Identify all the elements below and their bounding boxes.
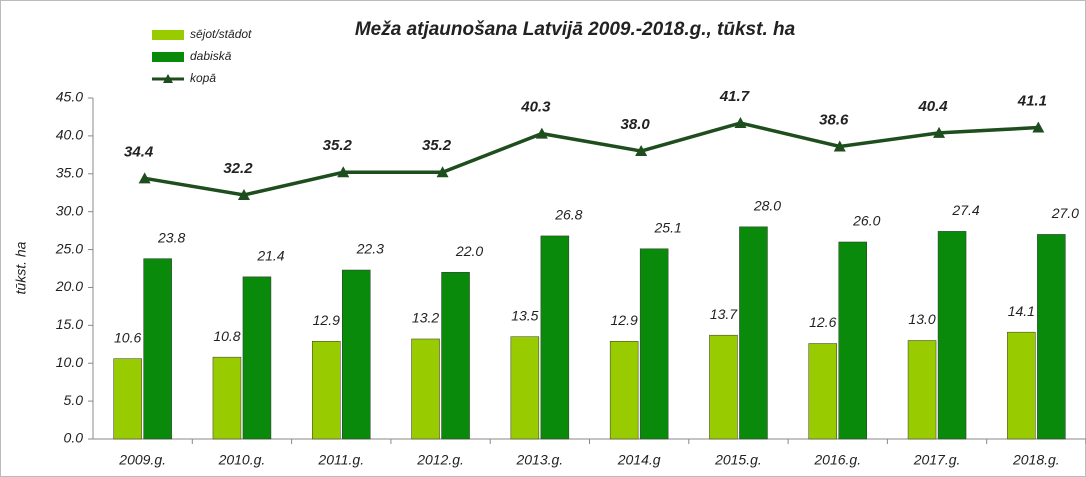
bar xyxy=(609,340,639,440)
y-tick-label: 15.0 xyxy=(56,316,83,332)
line-value-label: 35.2 xyxy=(422,137,452,154)
bar-value-label: 22.3 xyxy=(356,241,384,257)
bar xyxy=(838,241,867,440)
line-marker xyxy=(1032,121,1045,133)
bar-value-label: 12.6 xyxy=(809,314,836,330)
legend-swatch xyxy=(152,52,184,62)
line-value-label: 32.2 xyxy=(223,160,253,177)
bar xyxy=(1007,331,1036,440)
bar-value-label: 27.4 xyxy=(951,202,979,218)
y-tick-label: 25.0 xyxy=(55,240,83,256)
bar-value-label: 14.1 xyxy=(1008,303,1035,319)
x-tick-label: 2018.g. xyxy=(1012,452,1060,468)
line-marker xyxy=(734,117,747,129)
line-marker xyxy=(237,188,250,200)
bar-value-label: 12.9 xyxy=(313,312,340,328)
bar xyxy=(342,269,371,440)
legend-label: sējot/stādot xyxy=(190,27,252,41)
line-value-label: 34.4 xyxy=(124,143,154,160)
line-marker xyxy=(635,145,648,157)
line-marker xyxy=(833,140,846,152)
bar-value-label: 10.8 xyxy=(213,328,240,344)
bar-value-label: 28.0 xyxy=(753,198,781,214)
line-marker xyxy=(337,166,350,178)
y-tick-label: 30.0 xyxy=(56,202,83,218)
y-tick-label: 5.0 xyxy=(64,392,84,408)
line-value-label: 35.2 xyxy=(323,137,353,154)
legend-label: dabiskā xyxy=(190,49,232,63)
bar-value-label: 12.9 xyxy=(611,312,638,328)
line-marker xyxy=(138,172,151,184)
x-tick-label: 2012.g. xyxy=(416,452,464,468)
bar xyxy=(143,258,172,440)
y-tick-label: 10.0 xyxy=(56,354,83,370)
bar-value-label: 21.4 xyxy=(256,248,284,264)
x-tick-label: 2014.g xyxy=(617,452,661,468)
bar-value-label: 26.8 xyxy=(554,207,582,223)
line-marker xyxy=(535,127,548,139)
legend-marker xyxy=(163,74,173,83)
line-value-label: 38.0 xyxy=(621,116,651,133)
line-marker xyxy=(436,166,449,178)
bar xyxy=(639,248,669,440)
bar-value-label: 22.0 xyxy=(455,243,483,259)
y-axis-label: tūkst. ha xyxy=(13,241,29,294)
x-tick-label: 2013.g. xyxy=(515,452,563,468)
line xyxy=(144,121,1039,197)
bar xyxy=(212,356,242,440)
x-tick-label: 2011.g. xyxy=(317,452,364,468)
y-tick-label: 45.0 xyxy=(56,89,83,105)
bar xyxy=(242,276,272,440)
bar xyxy=(907,340,937,440)
bar-value-label: 13.2 xyxy=(412,310,439,326)
line-marker xyxy=(933,126,946,138)
y-tick-label: 0.0 xyxy=(64,430,84,446)
bar-value-label: 25.1 xyxy=(654,220,682,236)
bar xyxy=(312,340,341,440)
x-tick-label: 2016.g. xyxy=(813,452,861,468)
line-value-label: 41.1 xyxy=(1017,93,1047,110)
x-tick-label: 2017.g. xyxy=(913,452,961,468)
bar-value-label: 13.5 xyxy=(511,307,538,323)
bar xyxy=(709,334,738,440)
bar xyxy=(808,343,837,440)
bar xyxy=(411,338,440,440)
bar xyxy=(739,226,768,440)
x-tick-label: 2010.g. xyxy=(218,452,266,468)
bar xyxy=(510,336,540,440)
bar-value-label: 26.0 xyxy=(852,213,880,229)
bar xyxy=(113,358,142,440)
bar-value-label: 27.0 xyxy=(1051,205,1079,221)
bar xyxy=(1037,234,1066,440)
bar-value-label: 23.8 xyxy=(157,229,185,245)
chart-title: Meža atjaunošana Latvijā 2009.-2018.g., … xyxy=(355,19,796,40)
bar xyxy=(441,272,470,440)
bar-value-label: 10.6 xyxy=(114,329,141,345)
y-tick-label: 35.0 xyxy=(56,164,83,180)
y-tick-label: 20.0 xyxy=(55,278,83,294)
line-value-label: 40.3 xyxy=(520,99,551,116)
bar-value-label: 13.7 xyxy=(710,306,738,322)
x-tick-label: 2015.g. xyxy=(714,452,762,468)
legend-label: kopā xyxy=(190,71,216,85)
line-value-label: 40.4 xyxy=(917,98,948,115)
line-value-label: 38.6 xyxy=(819,111,849,128)
line-value-label: 41.7 xyxy=(719,88,750,105)
bar-value-label: 13.0 xyxy=(908,311,935,327)
legend-swatch xyxy=(152,30,184,40)
x-tick-label: 2009.g. xyxy=(118,452,166,468)
y-tick-label: 40.0 xyxy=(56,127,83,143)
bar xyxy=(937,231,967,440)
bar xyxy=(540,235,570,440)
